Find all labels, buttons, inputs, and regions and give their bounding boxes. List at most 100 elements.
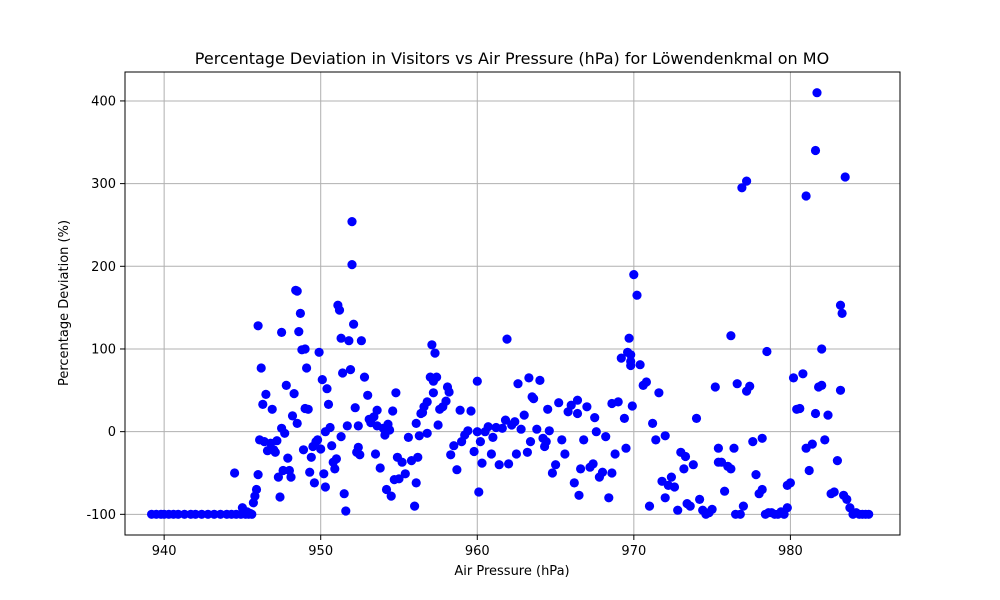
data-point <box>432 372 442 382</box>
data-point <box>738 501 749 511</box>
data-point <box>557 435 567 445</box>
data-point <box>267 404 277 414</box>
x-tick-label: 940 <box>152 544 177 559</box>
data-point <box>303 404 313 414</box>
data-point <box>560 449 570 459</box>
data-point <box>488 432 498 442</box>
data-point <box>566 400 576 410</box>
data-point <box>386 491 396 501</box>
data-point <box>726 464 736 474</box>
data-point <box>486 449 496 459</box>
data-point <box>414 431 424 441</box>
data-point <box>347 217 357 227</box>
data-point <box>576 464 586 474</box>
data-point <box>289 389 299 399</box>
data-point <box>720 486 730 496</box>
x-axis-label: Air Pressure (hPa) <box>454 564 569 579</box>
data-point <box>270 447 280 457</box>
y-tick-label: 0 <box>108 425 116 440</box>
data-point <box>591 427 601 437</box>
data-point <box>272 436 282 446</box>
data-point <box>624 333 634 343</box>
data-point <box>751 470 761 480</box>
data-point <box>835 300 846 310</box>
data-point <box>654 388 664 398</box>
data-point <box>313 435 323 445</box>
data-point <box>543 404 553 414</box>
data-point <box>278 465 288 476</box>
data-point <box>449 441 459 451</box>
data-point <box>427 340 437 350</box>
data-point <box>280 428 290 438</box>
data-point <box>413 452 423 462</box>
data-point <box>275 492 285 502</box>
data-point <box>554 398 564 408</box>
data-point <box>341 506 351 516</box>
data-point <box>472 427 482 437</box>
data-point <box>281 380 291 390</box>
data-point <box>544 426 554 436</box>
data-point <box>629 270 639 280</box>
data-point <box>294 327 304 337</box>
data-point <box>466 406 476 416</box>
data-point <box>685 501 695 511</box>
data-point <box>336 432 346 442</box>
data-point <box>651 435 661 445</box>
data-point <box>339 489 349 499</box>
data-point <box>391 388 401 398</box>
data-point <box>469 446 479 457</box>
x-tick-label: 970 <box>621 544 646 559</box>
data-point <box>621 443 631 453</box>
data-point <box>632 290 642 300</box>
data-point <box>737 183 747 193</box>
data-point <box>504 459 514 469</box>
data-point <box>355 450 365 460</box>
data-point <box>842 494 852 504</box>
data-point <box>347 260 357 270</box>
data-point <box>648 418 658 428</box>
data-point <box>323 399 334 409</box>
data-point <box>331 454 341 464</box>
data-point <box>334 305 345 315</box>
data-point <box>320 482 330 492</box>
data-point <box>757 484 767 495</box>
data-point <box>253 321 263 331</box>
data-point <box>494 460 504 470</box>
data-point <box>679 464 689 474</box>
data-point <box>287 411 298 421</box>
data-point <box>302 363 312 373</box>
data-point <box>411 418 421 428</box>
data-point <box>446 450 456 460</box>
data-point <box>345 365 356 375</box>
data-point <box>801 191 811 201</box>
data-point <box>317 375 327 385</box>
data-point <box>422 428 432 438</box>
data-point <box>713 443 724 453</box>
data-point <box>497 423 507 433</box>
data-point <box>572 395 583 405</box>
data-point <box>762 346 772 357</box>
data-point <box>726 331 736 341</box>
data-point <box>748 437 758 447</box>
data-point <box>604 493 614 503</box>
data-point <box>660 431 670 441</box>
data-point <box>579 435 589 445</box>
data-point <box>277 327 287 337</box>
data-point <box>812 88 822 98</box>
data-point <box>410 501 420 511</box>
data-point <box>817 344 827 354</box>
data-point <box>372 405 382 415</box>
data-point <box>798 369 808 379</box>
data-point <box>607 468 617 478</box>
data-point <box>522 447 533 457</box>
data-point <box>804 465 814 476</box>
y-tick-label: -100 <box>86 508 116 523</box>
data-point <box>525 437 536 447</box>
data-point <box>381 484 392 495</box>
data-point <box>810 145 821 156</box>
data-point <box>261 389 271 399</box>
data-point <box>400 469 410 479</box>
y-axis-ticks: -100 0 100 200 300 400 <box>86 94 125 523</box>
data-point <box>306 452 316 462</box>
data-point <box>444 387 454 397</box>
